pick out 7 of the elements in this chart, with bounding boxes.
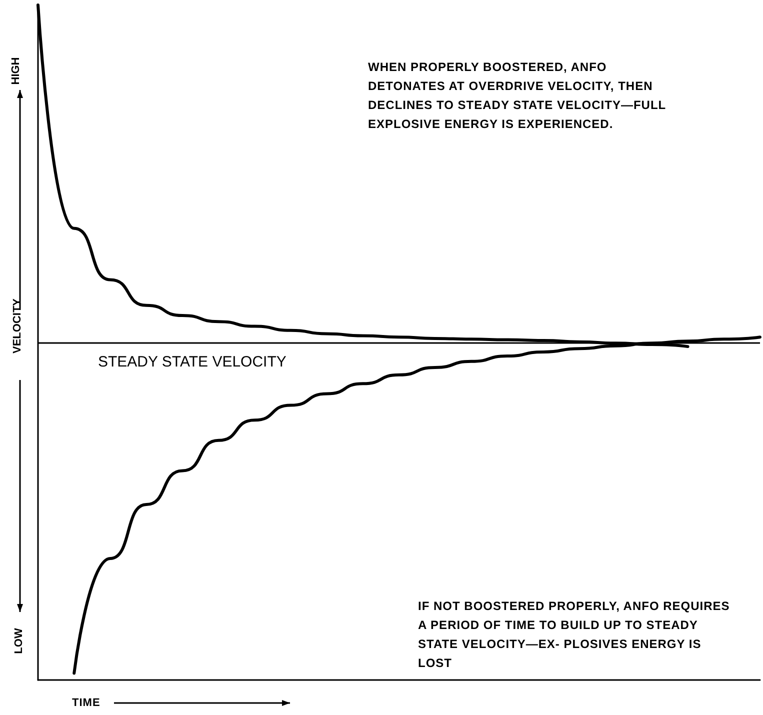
annotation: IF NOT BOOSTERED PROPERLY, ANFO REQUIRES A PERIOD OF TIME TO BUILD UP TO STEADY STATE VELOCITY—EX- PLOSIVES ENERGY IS LOST bbox=[418, 598, 731, 672]
annotation: WHEN PROPERLY BOOSTERED, ANFO DETONATES AT OVERDRIVE VELOCITY, THEN DECLINES TO STEADY STATE VELOCITY—FULL EXPLOSIVE ENERGY IS EXPERIENCED. bbox=[368, 59, 667, 133]
text: LOW bbox=[12, 628, 25, 654]
x-axis-title: TIME bbox=[72, 697, 100, 709]
text: HIGH bbox=[10, 57, 22, 85]
y-axis-title: VELOCITY bbox=[12, 298, 24, 354]
ref-line-label: STEADY STATE VELOCITY bbox=[98, 354, 286, 370]
